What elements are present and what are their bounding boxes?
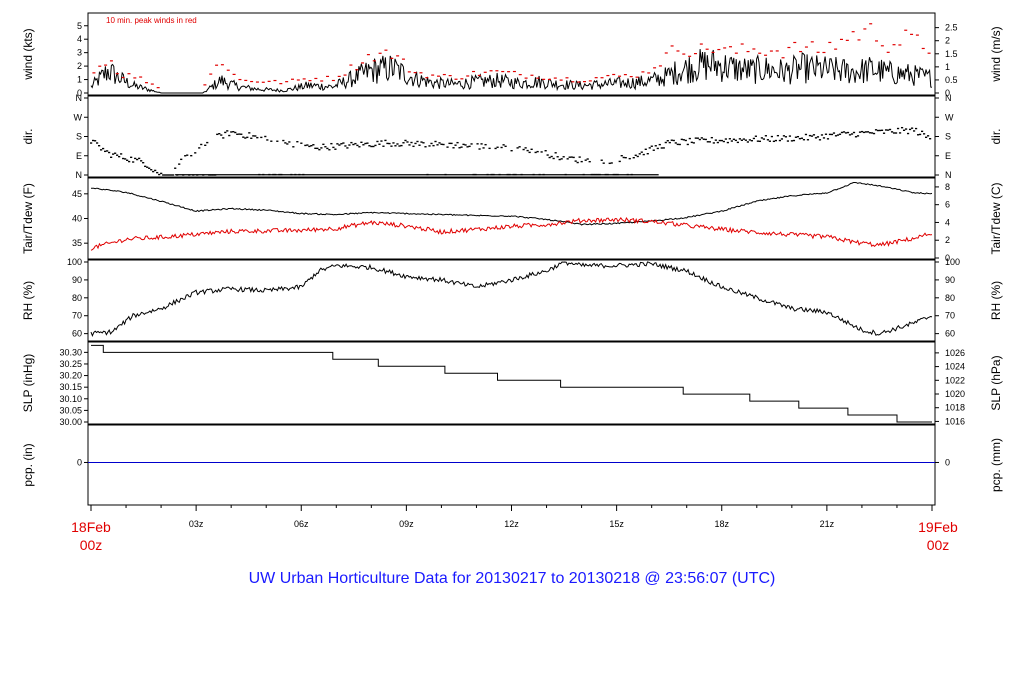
left-tick-label: E [76,151,82,161]
right-tick-label: 8 [945,182,950,192]
y-axis-label-right-slp: SLP (hPa) [989,355,1003,410]
start-date-label: 18Feb [71,519,111,535]
sea-level-pressure-line [91,344,932,423]
left-tick-label: N [76,93,83,103]
left-tick-label: 30.25 [59,359,82,369]
left-tick-label: 4 [77,34,82,44]
right-tick-label: 1.5 [945,49,958,59]
y-axis-label-left-slp: SLP (inHg) [21,354,35,412]
x-tick-label: 15z [609,519,624,529]
right-tick-label: 1016 [945,416,965,426]
right-tick-label: 0 [945,457,950,467]
left-tick-label: 5 [77,21,82,31]
x-tick-label: 06z [294,519,309,529]
right-tick-label: 2 [945,36,950,46]
right-tick-label: S [945,132,951,142]
y-axis-label-left-dir.: dir. [21,128,35,144]
right-tick-label: 6 [945,200,950,210]
left-tick-label: 70 [72,311,82,321]
panel-frame-temperature [87,177,936,260]
right-tick-label: 70 [945,311,955,321]
right-tick-label: 2.5 [945,23,958,33]
left-tick-label: 40 [72,214,82,224]
wind-annotation: 10 min. peak winds in red [106,16,197,25]
y-axis-label-right-rh: RH (%) [989,281,1003,320]
left-tick-label: 35 [72,238,82,248]
wind-speed-line [90,49,933,94]
end-hour-label: 00z [927,537,950,553]
relative-humidity-line [90,261,933,338]
left-tick-label: 60 [72,329,82,339]
left-tick-label: S [76,132,82,142]
left-tick-label: 30.30 [59,347,82,357]
right-tick-label: 1 [945,62,950,72]
y-axis-label-left-wind: wind (kts) [21,28,35,80]
panel-frame-rh [87,259,936,342]
right-tick-label: 1022 [945,375,965,385]
chart-title: UW Urban Horticulture Data for 20130217 … [249,570,776,587]
right-tick-label: W [945,112,954,122]
panel-frame-pcp [87,424,936,506]
end-date-label: 19Feb [918,519,958,535]
x-tick-label: 03z [189,519,204,529]
right-tick-label: N [945,170,952,180]
right-tick-label: 0 [945,253,950,263]
right-tick-label: 2 [945,235,950,245]
left-tick-label: 80 [72,293,82,303]
start-hour-label: 00z [80,537,103,553]
left-tick-label: 100 [67,257,82,267]
air-temperature-line [90,182,933,226]
right-tick-label: E [945,151,951,161]
y-axis-label-right-dir.: dir. [989,128,1003,144]
left-tick-label: W [74,112,83,122]
right-tick-label: 80 [945,293,955,303]
left-tick-label: 30.15 [59,382,82,392]
right-tick-label: 1024 [945,362,965,372]
y-axis-label-left-temperature: Tair/Tdew (F) [21,183,35,254]
right-tick-label: 90 [945,275,955,285]
right-tick-label: 0.5 [945,75,958,85]
y-axis-label-left-pcp: pcp. (in) [21,443,35,486]
panel-frame-slp [87,341,936,425]
left-tick-label: 30.10 [59,394,82,404]
panel-frame-dir. [87,95,936,178]
left-tick-label: N [76,170,83,180]
left-tick-label: 30.05 [59,405,82,415]
right-tick-label: 1018 [945,403,965,413]
right-tick-label: 1020 [945,389,965,399]
y-axis-label-right-pcp: pcp. (mm) [989,438,1003,492]
right-tick-label: N [945,93,952,103]
right-tick-label: 0 [945,88,950,98]
x-tick-label: 21z [820,519,835,529]
left-tick-label: 45 [72,189,82,199]
y-axis-label-right-wind: wind (m/s) [989,26,1003,82]
x-tick-label: 18z [714,519,729,529]
left-tick-label: 90 [72,275,82,285]
left-tick-label: 0 [77,457,82,467]
right-tick-label: 60 [945,329,955,339]
x-tick-label: 12z [504,519,519,529]
left-tick-label: 0 [77,88,82,98]
y-axis-label-right-temperature: Tair/Tdew (C) [989,182,1003,254]
x-tick-label: 09z [399,519,414,529]
left-tick-label: 30.00 [59,417,82,427]
right-tick-label: 1026 [945,348,965,358]
y-axis-label-left-rh: RH (%) [21,281,35,320]
right-tick-label: 100 [945,257,960,267]
left-tick-label: 2 [77,61,82,71]
left-tick-label: 3 [77,48,82,58]
dewpoint-line [90,216,933,251]
left-tick-label: 1 [77,75,82,85]
right-tick-label: 4 [945,217,950,227]
left-tick-label: 30.20 [59,371,82,381]
